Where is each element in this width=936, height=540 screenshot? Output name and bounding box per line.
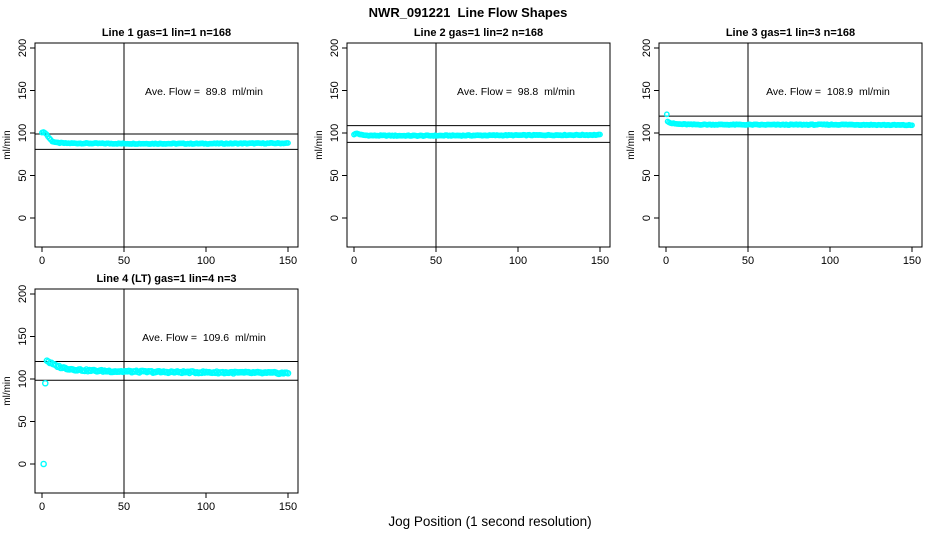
svg-text:100: 100	[509, 255, 527, 267]
y-axis-label: ml/min	[626, 130, 637, 160]
svg-text:150: 150	[329, 81, 341, 99]
panel-line-4: 0 50 100 150 0 50 100 150 200 Line 4 (LT) gas=1 …	[0, 268, 312, 514]
svg-text:0: 0	[39, 501, 45, 513]
plot-area-line-2: 0 50 100 150 0 50 100 150 200	[329, 39, 611, 267]
panel-line-3: 0 50 100 150 0 50 100 150 200 Line 3 gas=1 lin=3…	[624, 22, 936, 268]
svg-text:200: 200	[17, 39, 29, 57]
svg-text:100: 100	[197, 255, 215, 267]
svg-text:100: 100	[641, 124, 653, 142]
plot-area-line-1: 0 50 100 150 0 50 100 150 200	[17, 39, 299, 267]
y-axis-label: ml/min	[2, 130, 13, 160]
panel-line-1: 0 50 100 150 0 50 100 150 200 Line 1 gas=1 lin=1…	[0, 22, 312, 268]
svg-text:50: 50	[641, 169, 653, 181]
svg-text:0: 0	[641, 215, 653, 221]
figure-title: NWR_091221 Line Flow Shapes	[368, 5, 568, 20]
ave-flow-annotation: Ave. Flow = 89.8 ml/min	[145, 86, 263, 98]
svg-text:0: 0	[663, 255, 669, 267]
svg-text:0: 0	[17, 461, 29, 467]
plot-area-line-3: 0 50 100 150 0 50 100 150 200	[641, 39, 923, 267]
svg-text:150: 150	[17, 81, 29, 99]
svg-text:150: 150	[641, 81, 653, 99]
svg-text:200: 200	[17, 285, 29, 303]
panel-title: Line 1 gas=1 lin=1 n=168	[101, 27, 232, 39]
ave-flow-annotation: Ave. Flow = 108.9 ml/min	[766, 86, 890, 98]
svg-text:150: 150	[903, 255, 921, 267]
svg-text:0: 0	[351, 255, 357, 267]
svg-text:150: 150	[17, 327, 29, 345]
svg-text:100: 100	[329, 124, 341, 142]
svg-text:100: 100	[821, 255, 839, 267]
svg-text:0: 0	[17, 215, 29, 221]
svg-text:100: 100	[17, 124, 29, 142]
panel-line-2: 0 50 100 150 0 50 100 150 200 Line 2 gas=1 lin=2…	[312, 22, 624, 268]
panel-title: Line 4 (LT) gas=1 lin=4 n=3	[96, 273, 237, 285]
plot-area-line-4: 0 50 100 150 0 50 100 150 200	[17, 285, 299, 513]
svg-text:150: 150	[279, 255, 297, 267]
svg-text:0: 0	[329, 215, 341, 221]
x-axis-label: Jog Position (1 second resolution)	[388, 514, 592, 529]
ave-flow-annotation: Ave. Flow = 98.8 ml/min	[457, 86, 575, 98]
svg-text:100: 100	[197, 501, 215, 513]
svg-text:150: 150	[279, 501, 297, 513]
svg-text:100: 100	[17, 370, 29, 388]
panel-title: Line 2 gas=1 lin=2 n=168	[413, 27, 544, 39]
svg-text:50: 50	[329, 169, 341, 181]
svg-text:0: 0	[39, 255, 45, 267]
y-axis-label: ml/min	[2, 376, 13, 406]
svg-text:50: 50	[742, 255, 754, 267]
svg-text:50: 50	[17, 169, 29, 181]
svg-text:200: 200	[641, 39, 653, 57]
y-axis-label: ml/min	[314, 130, 325, 160]
svg-text:200: 200	[329, 39, 341, 57]
svg-text:50: 50	[118, 255, 130, 267]
ave-flow-annotation: Ave. Flow = 109.6 ml/min	[142, 332, 266, 344]
svg-text:150: 150	[591, 255, 609, 267]
svg-text:50: 50	[17, 415, 29, 427]
svg-text:50: 50	[430, 255, 442, 267]
panel-title: Line 3 gas=1 lin=3 n=168	[725, 27, 856, 39]
svg-text:50: 50	[118, 501, 130, 513]
